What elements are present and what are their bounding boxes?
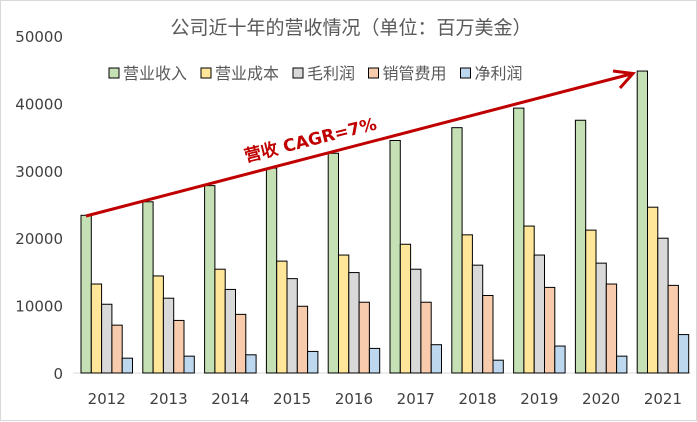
arrow-head-icon xyxy=(612,69,637,90)
bar-2014-1 xyxy=(214,268,226,374)
x-tick-label: 2020 xyxy=(582,390,620,408)
bar-2020-3 xyxy=(605,283,618,374)
bar-2014-0 xyxy=(204,185,216,374)
y-tick-label: 0 xyxy=(53,365,63,383)
x-tick-label: 2017 xyxy=(397,390,435,408)
bar-2017-2 xyxy=(410,268,422,374)
x-tick-label: 2014 xyxy=(211,390,249,408)
bar-2017-4 xyxy=(430,344,443,374)
bar-2012-0 xyxy=(80,214,92,374)
cagr-arrow-line xyxy=(85,72,632,218)
bar-2013-3 xyxy=(173,319,185,374)
bar-2013-4 xyxy=(183,355,195,374)
legend-swatch-4 xyxy=(460,67,471,79)
chart-title: 公司近十年的营收情况（单位：百万美金） xyxy=(170,17,531,39)
bar-2013-1 xyxy=(152,275,164,374)
bar-2017-0 xyxy=(389,139,401,374)
bar-2021-1 xyxy=(647,206,659,374)
legend-label: 销管费用 xyxy=(383,64,447,83)
bar-2012-2 xyxy=(101,303,113,374)
legend-swatch-3 xyxy=(368,67,379,79)
y-tick-label: 10000 xyxy=(15,298,63,316)
bar-2018-2 xyxy=(471,264,484,374)
legend-label: 营业收入 xyxy=(123,64,187,83)
bar-2015-1 xyxy=(276,260,288,374)
bar-2014-4 xyxy=(245,354,257,374)
bar-2019-1 xyxy=(523,225,535,374)
bar-2013-2 xyxy=(162,297,175,374)
x-tick-label: 2013 xyxy=(149,390,187,408)
legend-swatch-1 xyxy=(200,67,212,79)
bar-2018-1 xyxy=(461,234,473,374)
bar-2021-3 xyxy=(667,284,679,374)
bar-2016-0 xyxy=(327,152,340,374)
bar-2019-3 xyxy=(544,286,556,374)
bar-2019-4 xyxy=(554,345,566,374)
bar-2015-3 xyxy=(296,305,309,374)
bar-2018-0 xyxy=(451,127,463,374)
bar-2021-0 xyxy=(636,70,649,374)
bar-2015-4 xyxy=(307,350,319,374)
legend-label: 营业成本 xyxy=(215,64,279,83)
bar-2016-4 xyxy=(368,347,381,374)
x-tick-label: 2021 xyxy=(644,390,682,408)
x-tick-label: 2016 xyxy=(335,390,373,408)
bar-2015-0 xyxy=(265,167,278,374)
bar-2012-4 xyxy=(121,357,133,374)
legend-label: 净利润 xyxy=(475,64,523,83)
bar-2013-0 xyxy=(142,201,154,374)
x-tick-label: 2019 xyxy=(520,390,558,408)
legend-swatch-2 xyxy=(292,67,304,79)
legend-label: 毛利润 xyxy=(307,64,355,83)
y-tick-label: 30000 xyxy=(15,163,63,181)
bar-2016-2 xyxy=(348,272,360,374)
bar-2014-2 xyxy=(224,288,236,374)
y-tick-label: 40000 xyxy=(15,95,63,113)
x-tick-label: 2015 xyxy=(273,390,311,408)
bar-2018-4 xyxy=(492,359,504,374)
bar-2014-3 xyxy=(235,313,247,374)
bar-2016-1 xyxy=(338,254,350,374)
bar-2017-3 xyxy=(420,301,432,374)
bar-2012-1 xyxy=(90,283,103,374)
bar-2019-0 xyxy=(513,107,525,374)
bar-2018-3 xyxy=(482,294,494,374)
bar-2017-1 xyxy=(399,243,412,374)
bar-2015-2 xyxy=(286,278,298,374)
bar-2020-1 xyxy=(585,229,597,374)
bar-2012-3 xyxy=(111,324,123,374)
bar-2019-2 xyxy=(533,254,546,374)
bar-2020-2 xyxy=(595,262,607,374)
x-tick-label: 2012 xyxy=(88,390,126,408)
legend-swatch-0 xyxy=(108,67,120,79)
bar-2016-3 xyxy=(358,301,370,374)
bar-2021-4 xyxy=(677,334,690,374)
bar-2020-0 xyxy=(574,119,587,374)
y-tick-label: 20000 xyxy=(15,230,63,248)
y-tick-label: 50000 xyxy=(15,28,63,46)
bar-2020-4 xyxy=(616,355,628,374)
x-tick-label: 2018 xyxy=(458,390,496,408)
bar-2021-2 xyxy=(657,237,669,374)
